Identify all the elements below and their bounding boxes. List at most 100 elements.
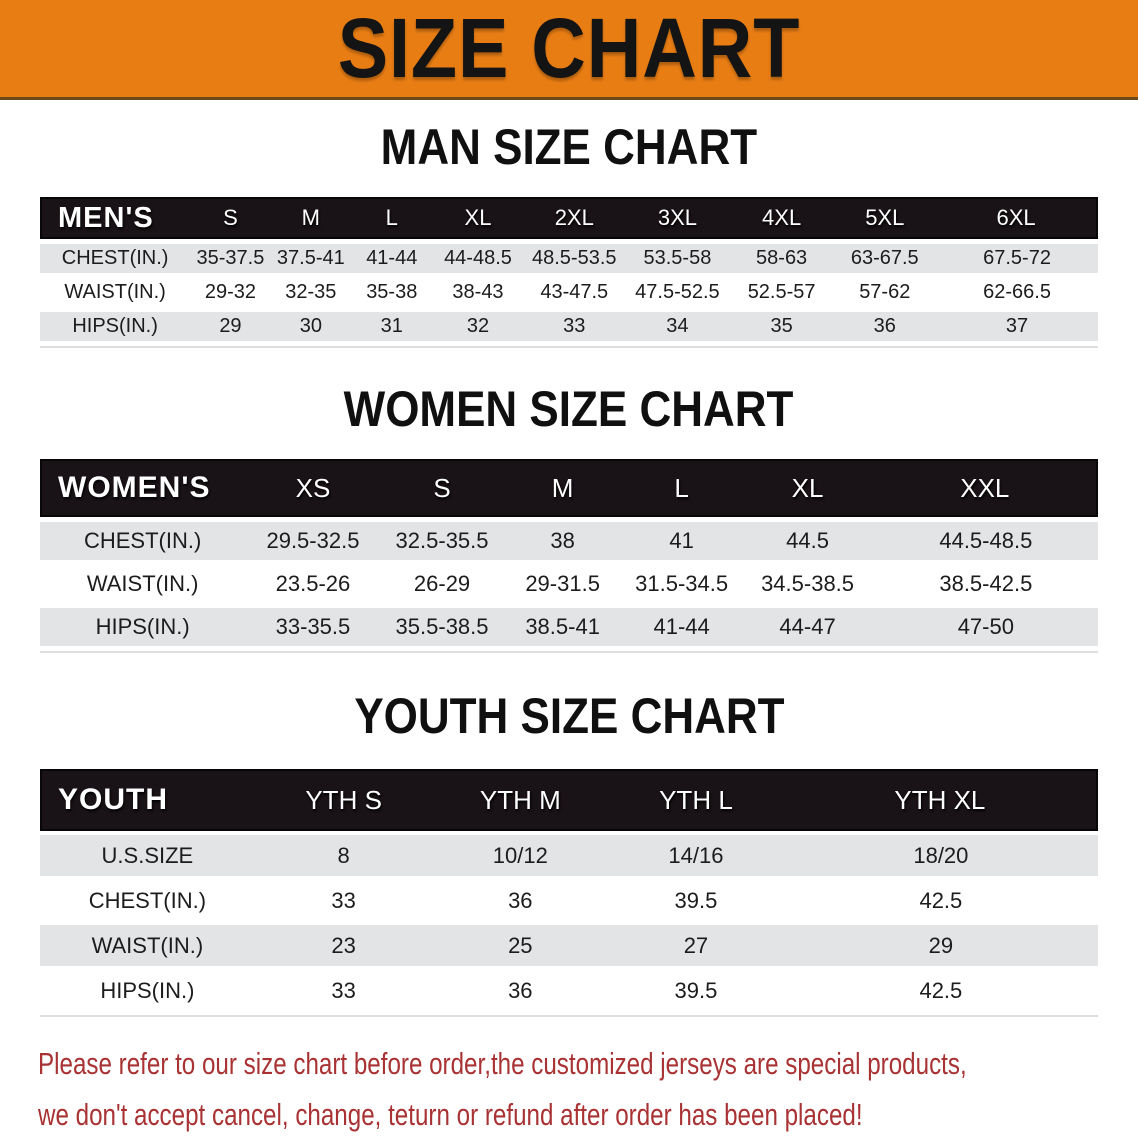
size-column-header: XS	[245, 459, 381, 517]
size-column-header: YTH XL	[783, 769, 1098, 831]
size-cell: 25	[432, 925, 609, 966]
size-column-header: L	[351, 197, 433, 239]
size-cell: 27	[608, 925, 784, 966]
size-cell: 38-43	[432, 278, 524, 307]
size-cell: 47.5-52.5	[625, 278, 730, 307]
size-cell: 31	[351, 312, 433, 341]
size-cell: 57-62	[833, 278, 937, 307]
size-cell: 48.5-53.5	[523, 244, 626, 273]
size-cell: 63-67.5	[833, 244, 937, 273]
man-size-chart-title-text: MAN SIZE CHART	[380, 119, 758, 175]
size-cell: 29	[783, 925, 1098, 966]
size-cell: 34.5-38.5	[741, 565, 874, 603]
size-column-header: XL	[432, 197, 524, 239]
size-cell: 23.5-26	[245, 565, 381, 603]
size-cell: 35-38	[351, 278, 433, 307]
size-cell: 8	[254, 835, 433, 876]
size-column-header: S	[380, 459, 504, 517]
row-label: WAIST(IN.)	[40, 278, 191, 307]
size-column-header: 3XL	[625, 197, 730, 239]
size-cell: 37	[936, 312, 1098, 341]
size-cell: 58-63	[729, 244, 834, 273]
size-cell: 29-32	[190, 278, 271, 307]
size-column-header: M	[503, 459, 622, 517]
row-label: WAIST(IN.)	[40, 925, 255, 966]
size-cell: 29-31.5	[503, 565, 622, 603]
table-corner-label: MEN'S	[40, 197, 191, 239]
size-cell: 36	[833, 312, 937, 341]
size-cell: 36	[432, 970, 609, 1011]
size-column-header: 4XL	[729, 197, 834, 239]
size-cell: 39.5	[608, 970, 784, 1011]
row-label: U.S.SIZE	[40, 835, 255, 876]
size-column-header: 6XL	[936, 197, 1098, 239]
youth-size-table: YOUTH YTH S YTH M YTH L YTH XL U.S.SIZE 8 10/12…	[40, 765, 1098, 1017]
size-cell: 47-50	[873, 608, 1098, 646]
size-column-header: YTH L	[608, 769, 784, 831]
size-cell: 37.5-41	[270, 244, 352, 273]
table-row: CHEST(IN.) 35-37.5 37.5-41 41-44 44-48.5 48.5…	[40, 244, 1098, 273]
size-column-header: YTH S	[254, 769, 433, 831]
row-label: HIPS(IN.)	[40, 312, 191, 341]
size-column-header: M	[270, 197, 352, 239]
size-cell: 41-44	[621, 608, 742, 646]
size-cell: 23	[254, 925, 433, 966]
size-cell: 36	[432, 880, 609, 921]
table-row: WAIST(IN.) 29-32 32-35 35-38 38-43 43-47.5 47.…	[40, 278, 1098, 307]
size-cell: 52.5-57	[729, 278, 834, 307]
mens-size-table: MEN'S S M L XL 2XL 3XL 4XL 5XL 6XL CHEST(IN.) 35-37…	[40, 192, 1098, 348]
size-cell: 10/12	[432, 835, 609, 876]
size-column-header: YTH M	[432, 769, 609, 831]
size-cell: 33	[254, 970, 433, 1011]
table-header-row: YOUTH YTH S YTH M YTH L YTH XL	[40, 769, 1098, 831]
table-row: U.S.SIZE 8 10/12 14/16 18/20	[40, 835, 1098, 876]
size-column-header: 5XL	[833, 197, 937, 239]
size-column-header: XL	[741, 459, 874, 517]
youth-size-chart-title-text: YOUTH SIZE CHART	[353, 688, 785, 744]
table-header-row: WOMEN'S XS S M L XL XXL	[40, 459, 1098, 517]
size-cell: 34	[625, 312, 730, 341]
size-cell: 33	[254, 880, 433, 921]
table-row: HIPS(IN.) 29 30 31 32 33 34 35 36 37	[40, 312, 1098, 341]
banner: SIZE CHART	[0, 0, 1138, 100]
disclaimer: Please refer to our size chart before or…	[0, 1041, 1138, 1143]
size-cell: 67.5-72	[936, 244, 1098, 273]
size-cell: 29.5-32.5	[245, 522, 381, 560]
disclaimer-line-2: we don't accept cancel, change, teturn o…	[38, 1092, 1100, 1143]
size-cell: 29	[190, 312, 271, 341]
size-cell: 53.5-58	[625, 244, 730, 273]
size-cell: 62-66.5	[936, 278, 1098, 307]
womens-size-table: WOMEN'S XS S M L XL XXL CHEST(IN.) 29.5-32.5 32.5…	[40, 454, 1098, 653]
size-cell: 44.5-48.5	[873, 522, 1098, 560]
size-cell: 35.5-38.5	[380, 608, 504, 646]
row-label: CHEST(IN.)	[40, 244, 191, 273]
size-cell: 35	[729, 312, 834, 341]
size-cell: 33-35.5	[245, 608, 381, 646]
size-cell: 39.5	[608, 880, 784, 921]
table-corner-label: WOMEN'S	[40, 459, 246, 517]
size-cell: 32.5-35.5	[380, 522, 504, 560]
size-cell: 44.5	[741, 522, 874, 560]
table-row: WAIST(IN.) 23 25 27 29	[40, 925, 1098, 966]
size-cell: 43-47.5	[523, 278, 626, 307]
size-cell: 18/20	[783, 835, 1098, 876]
size-cell: 33	[523, 312, 626, 341]
disclaimer-line-2-text: we don't accept cancel, change, teturn o…	[38, 1097, 863, 1132]
man-size-chart-title: MAN SIZE CHART	[0, 120, 1138, 174]
size-cell: 32-35	[270, 278, 352, 307]
size-cell: 26-29	[380, 565, 504, 603]
size-column-header: XXL	[873, 459, 1098, 517]
table-row: HIPS(IN.) 33-35.5 35.5-38.5 38.5-41 41-44 44-…	[40, 608, 1098, 646]
row-label: CHEST(IN.)	[40, 880, 255, 921]
size-cell: 30	[270, 312, 352, 341]
size-cell: 38.5-41	[503, 608, 622, 646]
row-label: HIPS(IN.)	[40, 608, 246, 646]
size-cell: 32	[432, 312, 524, 341]
table-row: HIPS(IN.) 33 36 39.5 42.5	[40, 970, 1098, 1011]
size-cell: 42.5	[783, 970, 1098, 1011]
banner-title: SIZE CHART	[337, 1, 801, 95]
size-column-header: S	[190, 197, 271, 239]
table-header-row: MEN'S S M L XL 2XL 3XL 4XL 5XL 6XL	[40, 197, 1098, 239]
size-column-header: L	[621, 459, 742, 517]
